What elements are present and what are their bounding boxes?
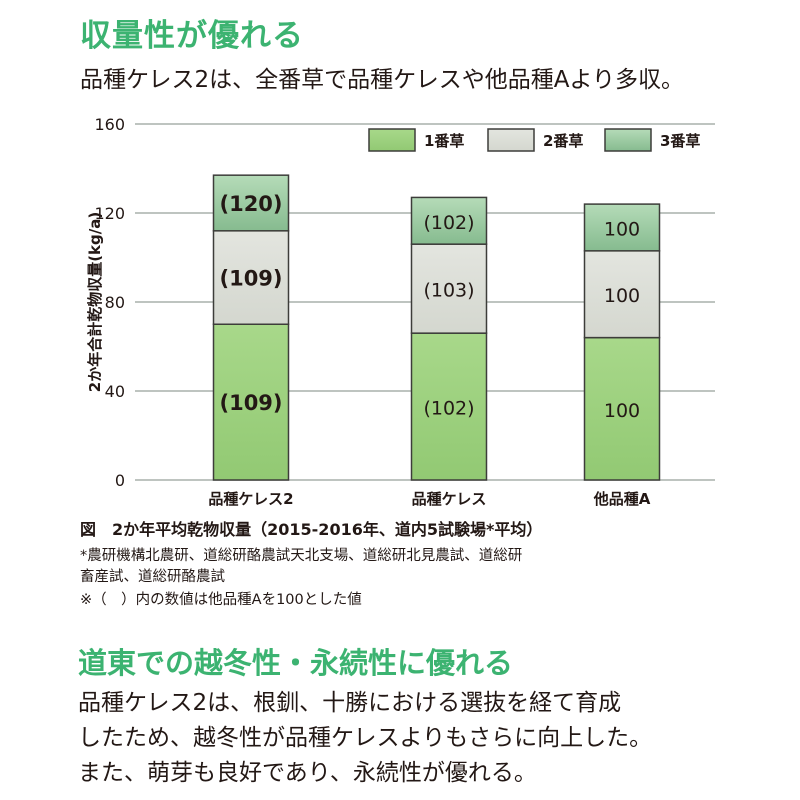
x-tick-label: 品種ケレス [412,490,487,508]
bars: (109) (109) (120) (102) (103) (102) 100 100 100 [212,174,661,481]
figure-caption: 図 2か年平均乾物収量（2015-2016年、道内5試験場*平均） [80,520,543,539]
y-tick-label: 120 [94,204,125,223]
bar-value-label: (109) [219,391,282,415]
body-text: 品種ケレス2は、根釧、十勝における選抜を経て育成 したため、越冬性が品種ケレスよ… [78,686,738,791]
bar-value-label: (120) [219,192,282,216]
y-tick-label: 0 [115,471,125,490]
legend-label: 1番草 [424,132,464,150]
bar-segment: 100 [583,250,661,339]
footnote-1: *農研機構北農研、道総研酪農試天北支場、道総研北見農試、道総研 [80,548,523,564]
footnote-2: 畜産試、道総研酪農試 [80,569,225,585]
heading-winter-hardiness: 道東での越冬性・永続性に優れる [78,646,514,680]
bar-value-label: (109) [219,267,282,291]
y-tick-label: 80 [105,293,125,312]
legend-label: 3番草 [660,132,700,150]
bar-value-label: (103) [423,280,474,302]
bar-segment: (102) [410,332,488,481]
legend-label: 2番草 [543,132,583,150]
legend-swatch [604,128,652,152]
x-tick-label: 品種ケレス2 [208,490,293,508]
bar-value-label: (102) [423,398,474,420]
legend-item: 2番草 [487,128,583,152]
subheading-yield: 品種ケレス2は、全番草で品種ケレスや他品種Aより多収。 [80,67,684,93]
y-tick-label: 40 [105,382,125,401]
bar-value-label: (102) [423,212,474,234]
bar-segment: (102) [410,196,488,245]
footnote-3: ※（ ）内の数値は他品種Aを100とした値 [80,592,362,608]
y-tick-label: 160 [94,115,125,134]
body-line-1: 品種ケレス2は、根釧、十勝における選抜を経て育成 [78,690,622,716]
body-line-3: また、萌芽も良好であり、永続性が優れる。 [78,760,537,786]
bar-value-label: 100 [604,285,640,307]
x-tick-label: 他品種A [593,490,651,508]
legend-swatch [487,128,535,152]
bar-segment: (109) [212,230,290,325]
heading-yield: 収量性が優れる [80,18,304,54]
x-axis-labels: 品種ケレス2 品種ケレス 他品種A [208,490,650,508]
legend-item: 1番草 [368,128,464,152]
bar-segment: 100 [583,336,661,481]
bar-value-label: 100 [604,400,640,422]
y-axis-label: 2か年合計乾物収量(kg/a) [86,212,104,392]
bar-value-label: 100 [604,218,640,240]
legend-item: 3番草 [604,128,700,152]
bar-segment: (120) [212,174,290,232]
bar-segment: (103) [410,243,488,334]
legend-swatch [368,128,416,152]
body-line-2: したため、越冬性が品種ケレスよりもさらに向上した。 [78,725,653,751]
bar-segment: (109) [212,323,290,481]
bar-segment: 100 [583,203,661,252]
legend: 1番草 2番草 3番草 [368,128,700,152]
y-axis-ticks: 0 40 80 120 160 [94,115,125,490]
